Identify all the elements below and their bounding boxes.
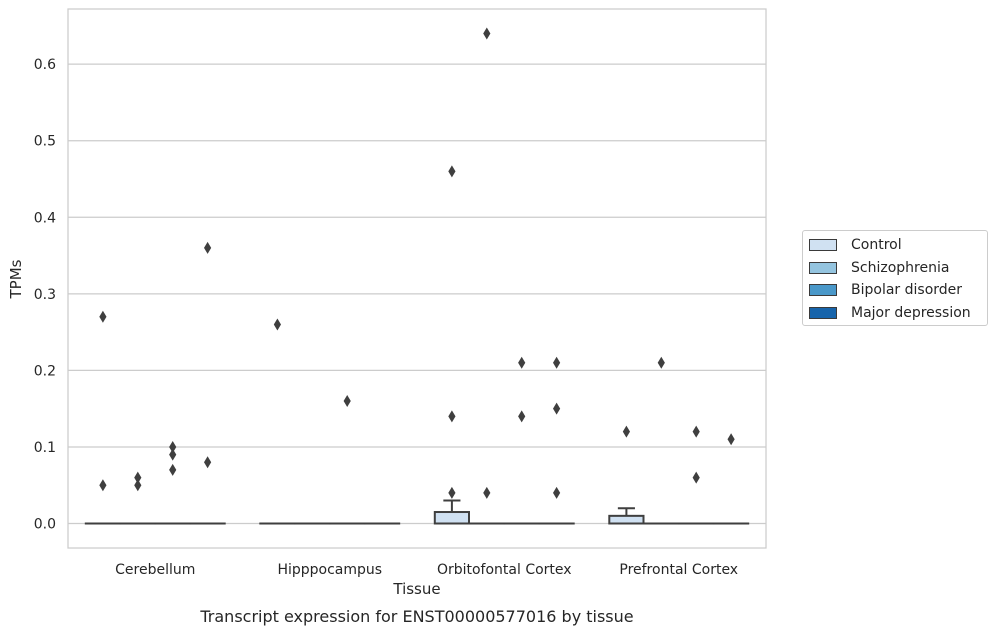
outlier-major-depression	[553, 486, 561, 499]
legend-swatch-schizophrenia	[809, 262, 837, 274]
y-tick-label: 0.2	[34, 363, 56, 379]
outlier-control	[448, 486, 456, 499]
outlier-control	[273, 318, 281, 331]
outlier-bipolar-disorder	[169, 448, 177, 461]
y-tick-label: 0.1	[34, 440, 56, 456]
outlier-bipolar-disorder	[343, 395, 351, 407]
outlier-schizophrenia	[134, 479, 142, 492]
tick-labels: 0.0 0.1 0.2 0.3 0.4 0.5 0.6 Cerebellum Hipppocam…	[34, 57, 738, 578]
legend-item-schizophrenia: Schizophrenia	[809, 257, 949, 279]
grid-lines	[68, 63, 766, 525]
outlier-schizophrenia	[657, 356, 665, 369]
legend-label-bipolar-disorder: Bipolar disorder	[851, 282, 963, 298]
legend-swatch-bipolar-disorder	[809, 284, 837, 296]
outlier-control	[99, 310, 107, 323]
y-tick-label: 0.0	[34, 517, 56, 533]
y-tick-label: 0.4	[34, 210, 56, 226]
box-plot-marks	[84, 27, 750, 525]
y-tick-label: 0.6	[34, 57, 56, 73]
outlier-major-depression	[553, 356, 561, 369]
outlier-bipolar-disorder	[518, 356, 526, 369]
x-axis-label: Tissue	[392, 580, 440, 598]
outlier-bipolar-disorder	[169, 463, 177, 476]
outlier-control	[448, 410, 456, 423]
legend-swatch-control	[809, 239, 837, 251]
plot-area-frame	[67, 8, 767, 549]
x-tick-label: Orbitofontal Cortex	[437, 562, 572, 578]
outlier-major-depression	[553, 402, 561, 415]
legend-item-bipolar-disorder: Bipolar disorder	[809, 279, 962, 301]
legend-label-schizophrenia: Schizophrenia	[851, 260, 950, 276]
outlier-major-depression	[727, 433, 735, 446]
legend-swatch-major-depression	[809, 307, 837, 319]
outlier-major-depression	[204, 456, 212, 469]
y-axis-label: TPMs	[7, 259, 25, 299]
outlier-schizophrenia	[483, 486, 491, 499]
outlier-schizophrenia	[483, 27, 491, 40]
x-tick-label: Prefrontal Cortex	[619, 562, 738, 578]
legend: Control Schizophrenia Bipolar disorder M…	[802, 230, 988, 326]
outlier-bipolar-disorder	[692, 425, 700, 438]
box-control	[608, 514, 645, 525]
outlier-control	[622, 425, 630, 438]
legend-item-major-depression: Major depression	[809, 302, 971, 324]
chart-title: Transcript expression for ENST0000057701…	[199, 607, 633, 626]
legend-label-control: Control	[851, 237, 902, 253]
outlier-control	[99, 479, 107, 492]
outlier-control	[448, 165, 456, 178]
y-tick-label: 0.5	[34, 134, 56, 150]
legend-label-major-depression: Major depression	[851, 305, 971, 321]
x-tick-label: Cerebellum	[115, 562, 195, 578]
outlier-bipolar-disorder	[692, 471, 700, 484]
box-control	[433, 511, 471, 525]
legend-item-control: Control	[809, 234, 902, 256]
outlier-bipolar-disorder	[169, 440, 177, 453]
outlier-major-depression	[204, 241, 212, 254]
outlier-bipolar-disorder	[518, 410, 526, 423]
outlier-schizophrenia	[134, 471, 142, 484]
y-tick-label: 0.3	[34, 287, 56, 303]
x-tick-label: Hipppocampus	[277, 562, 382, 578]
